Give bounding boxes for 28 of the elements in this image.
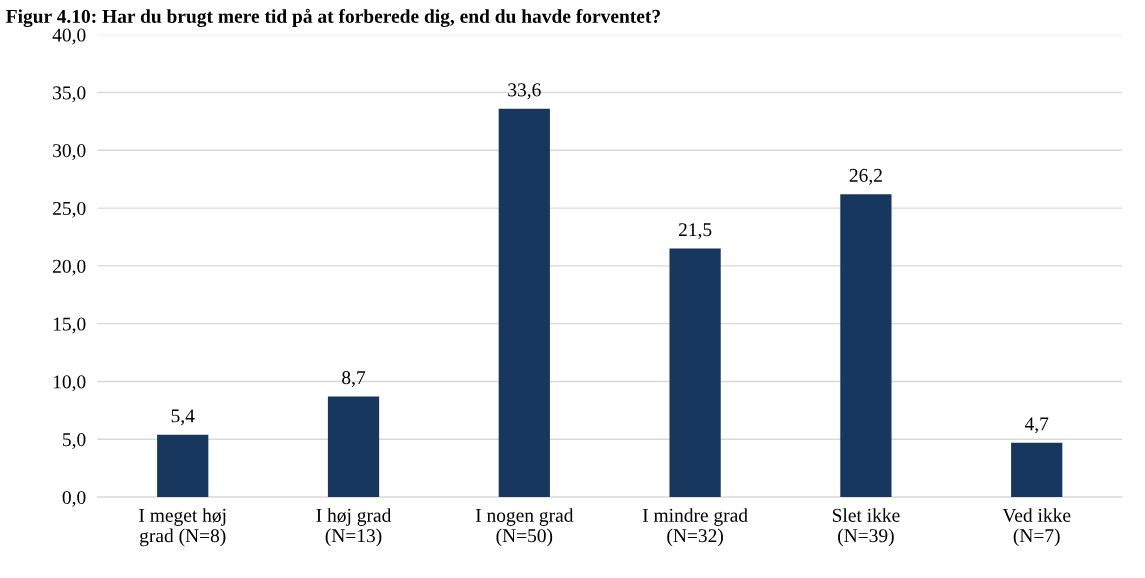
y-tick-label: 35,0 xyxy=(53,86,86,103)
x-tick-label: I nogen grad (N=50) xyxy=(475,508,574,547)
chart-title: Figur 4.10: Har du brugt mere tid på at forberede dig, end du havde forventet? xyxy=(6,8,660,28)
x-tick-label: I høj grad (N=13) xyxy=(316,508,392,547)
bar xyxy=(327,396,380,498)
y-tick-label: 10,0 xyxy=(53,375,86,392)
x-tick-label: I meget høj grad (N=8) xyxy=(139,508,226,547)
bar xyxy=(840,194,892,498)
x-tick-label: I mindre grad (N=32) xyxy=(642,508,748,547)
y-tick-label: 20,0 xyxy=(53,259,86,276)
y-tick-label: 25,0 xyxy=(53,201,86,218)
bar xyxy=(669,248,721,498)
data-label: 21,5 xyxy=(678,223,712,240)
y-tick-label: 30,0 xyxy=(53,144,86,161)
data-label: 5,4 xyxy=(171,409,195,426)
y-tick-label: 40,0 xyxy=(52,28,86,45)
bar xyxy=(157,434,209,498)
y-tick-label: 5,0 xyxy=(63,433,86,450)
x-tick-label: Ved ikke (N=7) xyxy=(1002,508,1071,547)
y-tick-label: 0,0 xyxy=(62,490,86,507)
x-tick-label: Slet ikke (N=39) xyxy=(832,508,900,547)
data-label: 33,6 xyxy=(508,83,541,100)
data-label: 8,7 xyxy=(342,371,366,388)
bar xyxy=(1011,442,1063,498)
y-tick-label: 15,0 xyxy=(53,317,86,334)
data-label: 26,2 xyxy=(849,168,882,185)
bar xyxy=(498,108,550,498)
data-label: 4,7 xyxy=(1024,417,1049,434)
